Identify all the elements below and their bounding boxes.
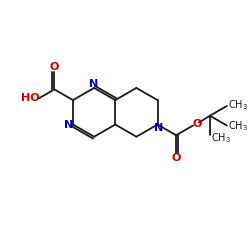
Text: HO: HO <box>21 93 40 103</box>
Text: O: O <box>192 118 202 128</box>
Text: N: N <box>64 120 74 130</box>
Text: N: N <box>90 79 99 89</box>
Text: CH$_3$: CH$_3$ <box>211 131 231 145</box>
Text: N: N <box>154 124 163 134</box>
Text: O: O <box>50 62 59 72</box>
Text: CH$_3$: CH$_3$ <box>228 120 248 133</box>
Text: CH$_3$: CH$_3$ <box>228 98 248 112</box>
Text: O: O <box>172 153 181 163</box>
